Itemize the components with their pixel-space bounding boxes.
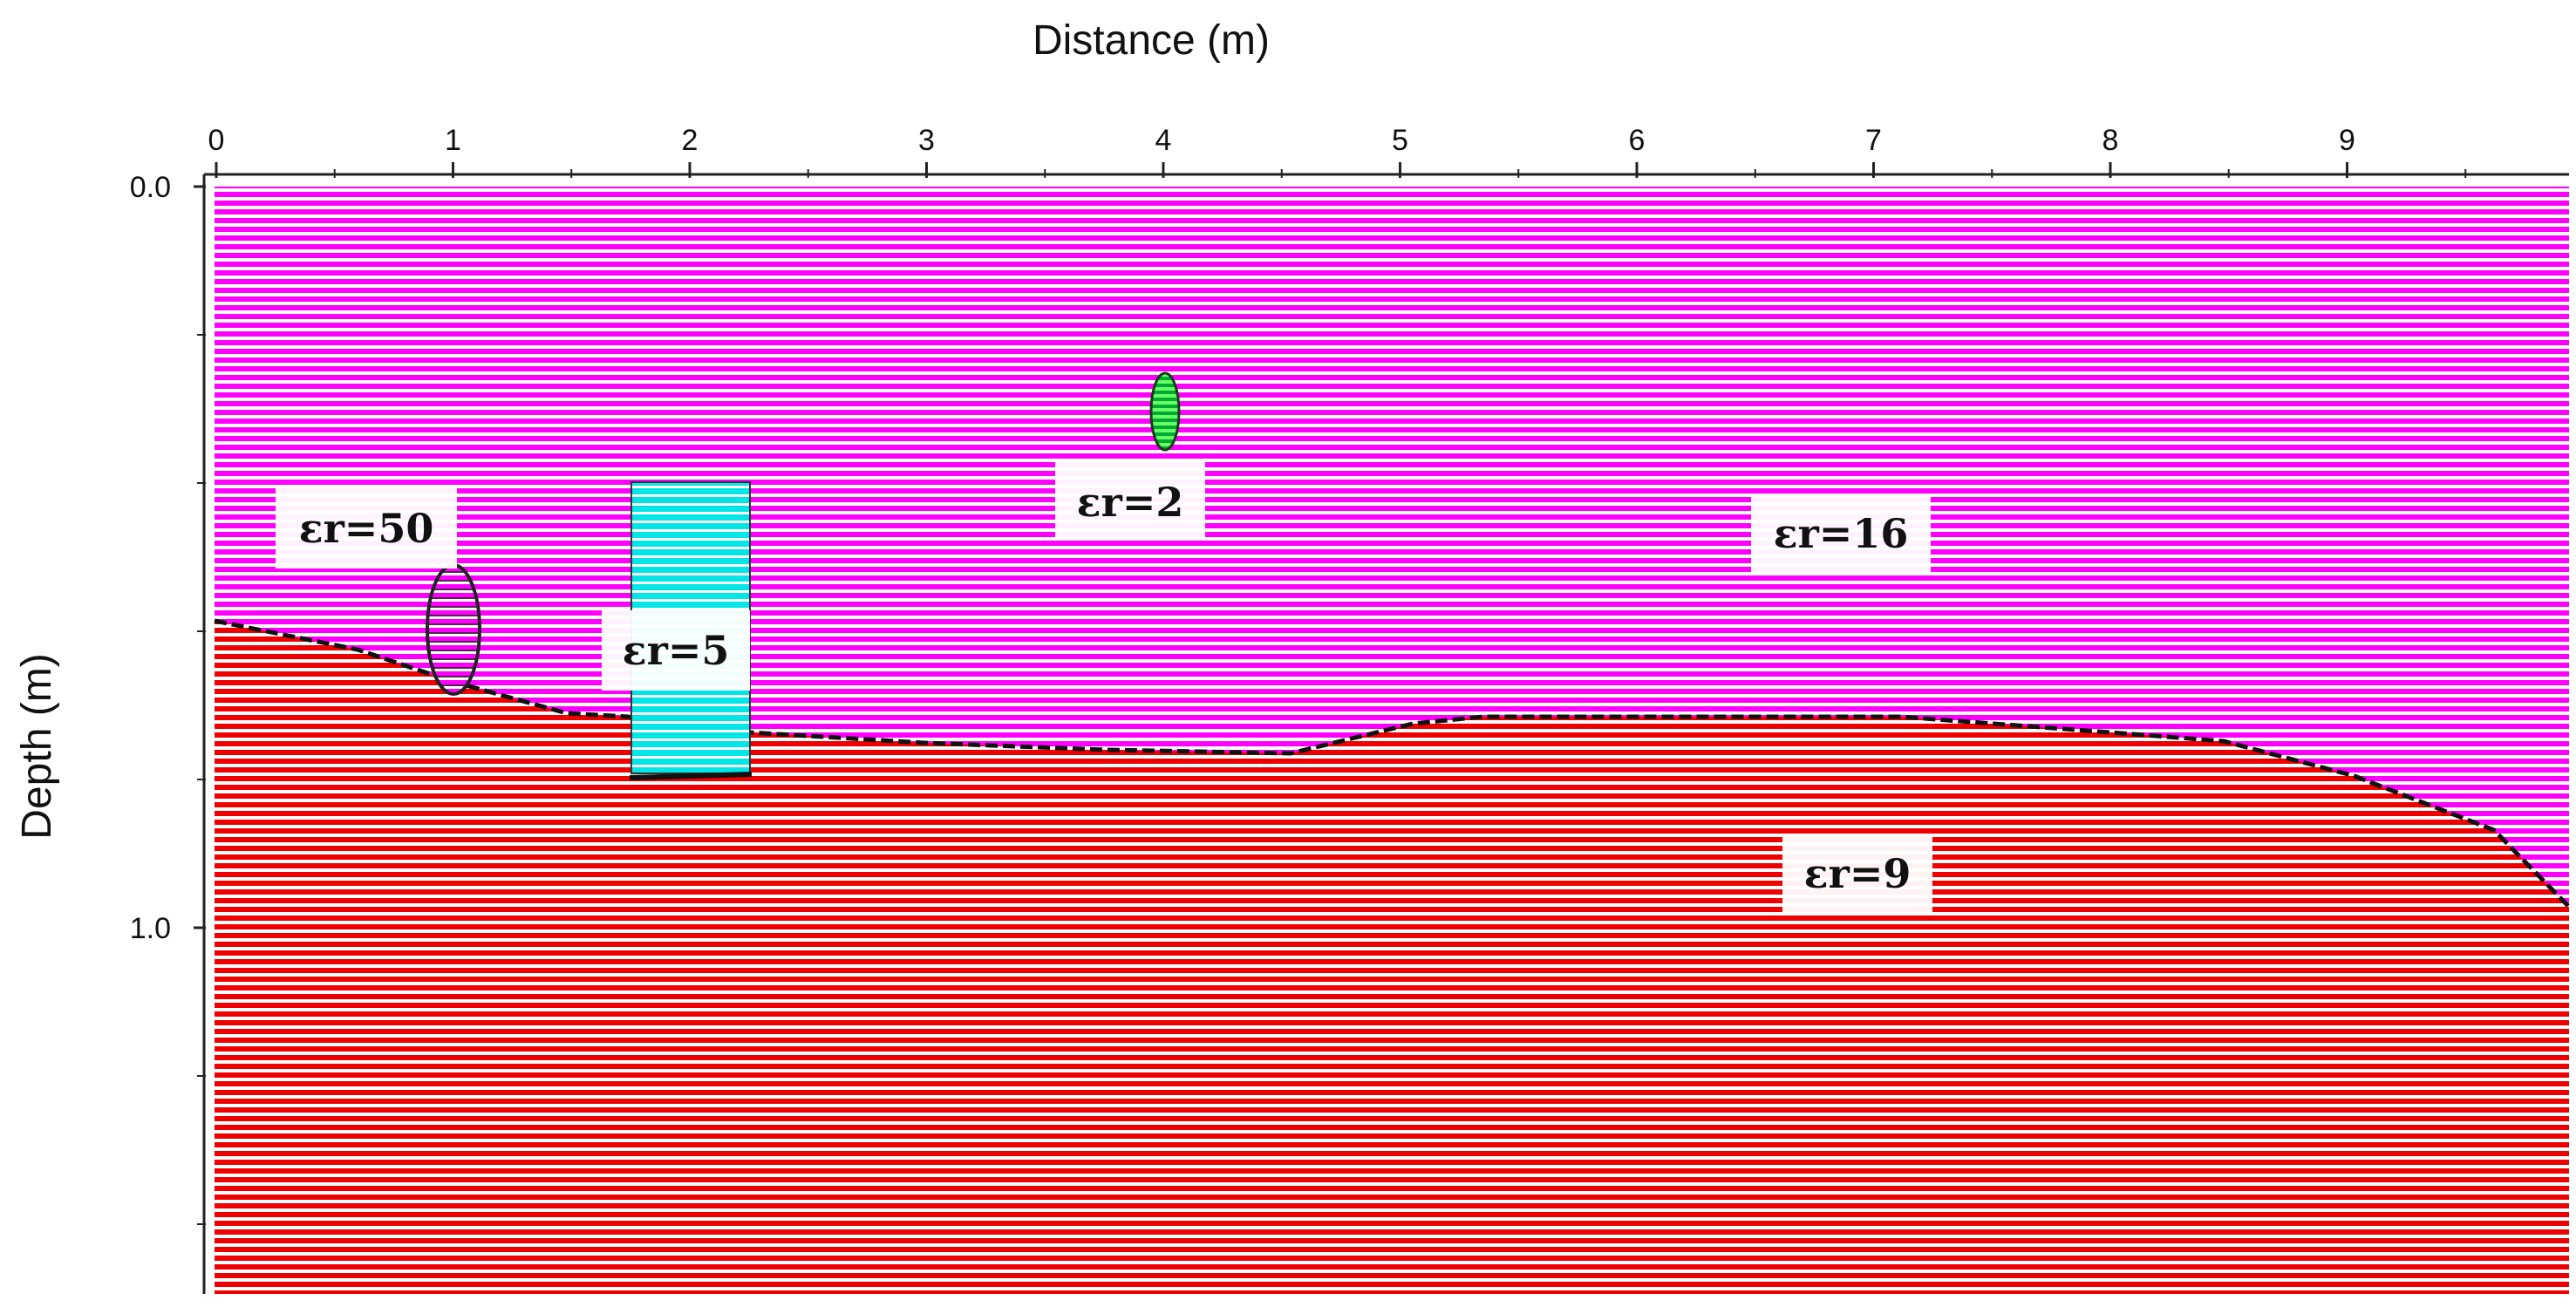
void-ellipse (426, 563, 481, 696)
label-rect-anomaly: εr=5 (602, 610, 750, 691)
x-tick-label: 5 (1392, 124, 1408, 157)
label-lower-layer: εr=9 (1782, 834, 1932, 914)
label-pipe-text: εr=2 (1077, 479, 1184, 526)
label-pipe: εr=2 (1055, 462, 1205, 541)
layer-interface-line (214, 618, 2571, 909)
y-axis-ticks: 0.0 1.0 (130, 171, 206, 1225)
label-upper-layer: εr=16 (1751, 494, 1931, 574)
rect-anomaly-base-line (629, 772, 753, 780)
label-upper-layer-text: εr=16 (1774, 510, 1909, 557)
y-tick-label: 1.0 (130, 912, 171, 945)
small-pipe (1149, 371, 1181, 452)
x-tick-label: 1 (445, 124, 461, 157)
x-tick-label: 0 (208, 124, 225, 157)
x-axis-title: Distance (m) (1032, 17, 1270, 64)
x-tick-label: 7 (1865, 124, 1882, 157)
lower-layer-region (215, 621, 2569, 1294)
x-axis-ticks: 0 1 2 3 4 5 6 7 8 9 (208, 124, 2467, 178)
label-void-text: εr=50 (299, 505, 434, 552)
label-void: εr=50 (276, 488, 457, 568)
x-tick-label: 4 (1155, 124, 1172, 157)
x-tick-label: 6 (1629, 124, 1646, 157)
x-tick-label: 3 (918, 124, 935, 157)
y-tick-label: 0.0 (130, 171, 171, 204)
label-rect-anomaly-text: εr=5 (623, 627, 730, 674)
x-tick-label: 8 (2102, 124, 2119, 157)
label-lower-layer-text: εr=9 (1804, 850, 1912, 897)
plot-area (202, 173, 2571, 1294)
x-tick-label: 2 (682, 124, 699, 157)
rect-anomaly-column (600, 776, 774, 1294)
y-axis-title: Depth (m) (14, 653, 60, 839)
x-tick-label: 9 (2339, 124, 2355, 157)
